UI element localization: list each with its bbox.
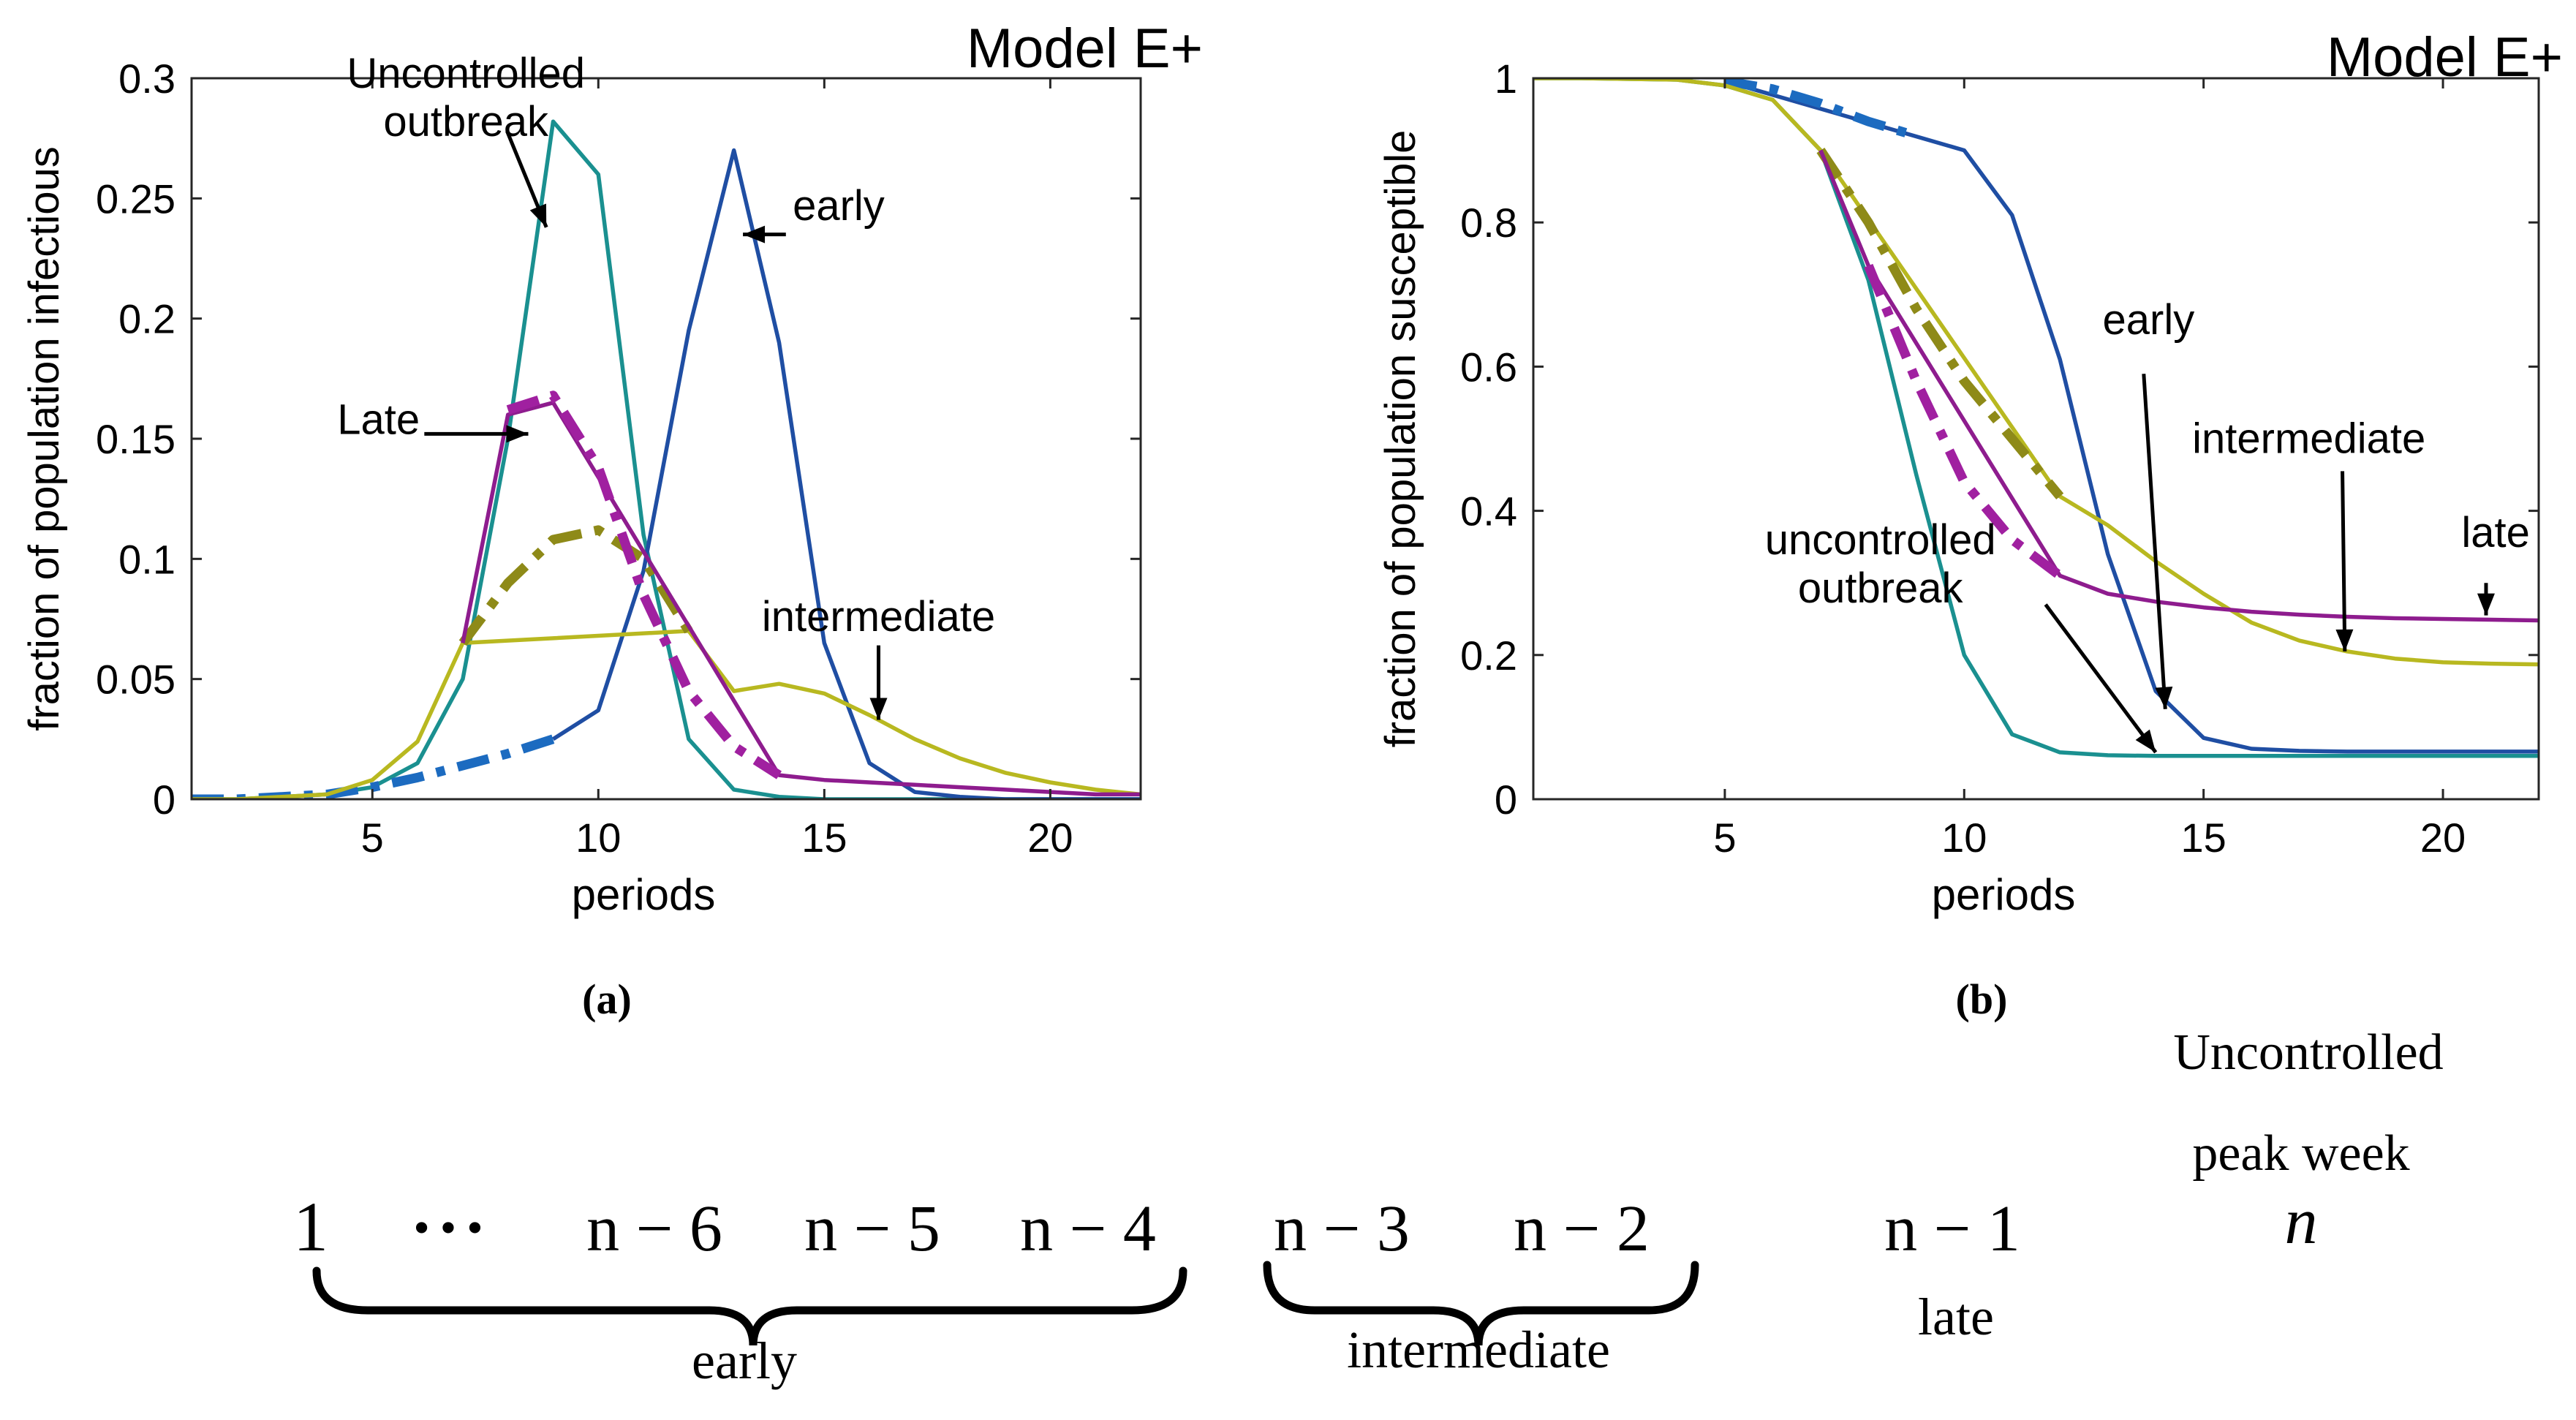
chart-susceptible: 5 10 15 20 0 0.2 0.4 0.6 0.8 1 early intermediate l… [1377,26,2563,1023]
infectious-x-tick-label: 10 [575,815,621,861]
infectious-annotation-arrowhead [529,203,547,227]
infectious-x-axis-label: periods [572,870,716,919]
susceptible-y-tick-label: 0.6 [1460,344,1517,390]
susceptible-x-axis-label: periods [1932,870,2076,919]
susceptible-y-tick-label: 0.4 [1460,488,1517,535]
early-brace [312,1266,1187,1346]
susceptible-series-late-solid [1818,149,2539,623]
uncontrolled-peak-label-line1: Uncontrolled [2173,1024,2443,1081]
susceptible-x-tick-label: 10 [1941,815,1987,861]
infectious-annotation-label: early [793,182,885,230]
timeline-item-n-5: n − 5 [804,1193,940,1265]
susceptible-annotation-arrow [2142,374,2167,709]
timeline-item-n: n [2285,1185,2318,1258]
chart-infectious: 5 10 15 20 0 0.05 0.1 0.15 0.2 0.25 0.3 Uncontroll… [20,18,1203,1023]
susceptible-series-early-solid [1724,79,2539,754]
infectious-y-tick-label: 0.25 [96,175,175,222]
susceptible-annotation-arrow [2044,603,2158,754]
infectious-series-intermediate-solid [192,629,1141,799]
susceptible-series-early-dashed [1723,78,1918,141]
susceptible-title: Model E+ [2327,26,2563,88]
infectious-annotation-arrowhead [743,225,766,243]
infectious-series-intermediate-dashed [458,525,693,646]
susceptible-series-intermediate-solid [1533,78,2539,667]
infectious-y-tick-label: 0.05 [96,657,175,703]
infectious-annotation-label: Uncontrolled [347,50,585,97]
timeline-group-early: early [692,1332,797,1390]
infectious-annotation-arrowhead [506,425,529,443]
infectious-annotation-label: Late [337,396,420,443]
susceptible-x-tick-label: 5 [1713,815,1736,861]
susceptible-tick-layer: 5 10 15 20 0 0.2 0.4 0.6 0.8 1 [1460,56,2539,861]
timeline-item-n-4: n − 4 [1020,1193,1156,1265]
infectious-annotation-arrowhead [869,698,888,720]
susceptible-y-axis-label: fraction of population susceptible [1377,130,1424,748]
infectious-x-tick-label: 15 [801,815,847,861]
susceptible-series-intermediate-dashed [1816,148,2064,500]
infectious-series-late-dashed [506,390,782,779]
timeline-item-n-1: n − 1 [1884,1193,2020,1265]
susceptible-annotation-label: late [2461,509,2530,556]
infectious-annotation-label: outbreak [383,98,549,146]
timeline-item-n-3: n − 3 [1274,1193,1410,1265]
infectious-y-axis-label: fraction of population infectious [20,146,68,731]
infectious-series-early-solid [552,148,1141,799]
susceptible-axes-frame [1532,77,2540,801]
infectious-series-layer [192,119,1141,799]
timeline-group-late: late [1918,1288,1994,1346]
infectious-x-tick-label: 5 [361,815,384,861]
infectious-y-tick-label: 0.1 [118,536,175,582]
infectious-x-tick-label: 20 [1027,815,1073,861]
intermediate-brace [1263,1261,1699,1346]
susceptible-annotation-arrowhead [2135,729,2156,752]
susceptible-annotation-arrow [2341,471,2347,652]
susceptible-annotation-arrowhead [2335,629,2354,652]
susceptible-series-late-dashed [1864,263,2063,580]
timeline-group-intermediate: intermediate [1347,1321,1610,1379]
panel-label-a: (a) [582,975,632,1023]
infectious-y-tick-label: 0.15 [96,416,175,462]
infectious-annotation-label: intermediate [762,593,995,641]
timeline-item-1: 1 [293,1187,328,1266]
susceptible-annotation-label: intermediate [2192,415,2425,463]
panel-label-b: (b) [1956,975,2008,1023]
susceptible-annotation-label: outbreak [1798,564,1964,612]
susceptible-series-layer [1533,78,2539,758]
susceptible-x-tick-label: 20 [2420,815,2466,861]
uncontrolled-peak-label-line2: peak week [2192,1125,2409,1182]
susceptible-annotation-label: uncontrolled [1765,516,1996,564]
infectious-y-tick-label: 0.2 [118,296,175,342]
timeline-item-n-6: n − 6 [586,1193,722,1265]
infectious-y-tick-label: 0 [153,777,175,823]
susceptible-annotation-label: early [2103,296,2195,344]
infectious-series-early-dashed [192,734,555,799]
susceptible-annotation-layer: early intermediate late uncontrolledoutbrea… [1765,296,2530,754]
infectious-title: Model E+ [967,18,1203,80]
susceptible-annotation-arrowhead [2155,687,2173,709]
infectious-axes-frame [190,77,1142,801]
infectious-y-tick-label: 0.3 [118,56,175,102]
timeline-item-ellipsis: ••• [413,1201,493,1253]
infectious-series-late-solid [461,400,1141,797]
susceptible-y-tick-label: 0.2 [1460,632,1517,679]
susceptible-x-tick-label: 15 [2181,815,2226,861]
infectious-tick-layer: 5 10 15 20 0 0.05 0.1 0.15 0.2 0.25 0.3 [96,56,1141,861]
susceptible-annotation-arrowhead [2477,593,2495,616]
timeline-item-n-2: n − 2 [1514,1193,1650,1265]
susceptible-y-tick-label: 0 [1495,777,1517,823]
timeline-diagram: 1 ••• n − 6 n − 5 n − 4 n − 3 n − 2 n − … [293,1024,2444,1390]
susceptible-y-tick-label: 1 [1495,56,1517,102]
susceptible-y-tick-label: 0.8 [1460,200,1517,246]
